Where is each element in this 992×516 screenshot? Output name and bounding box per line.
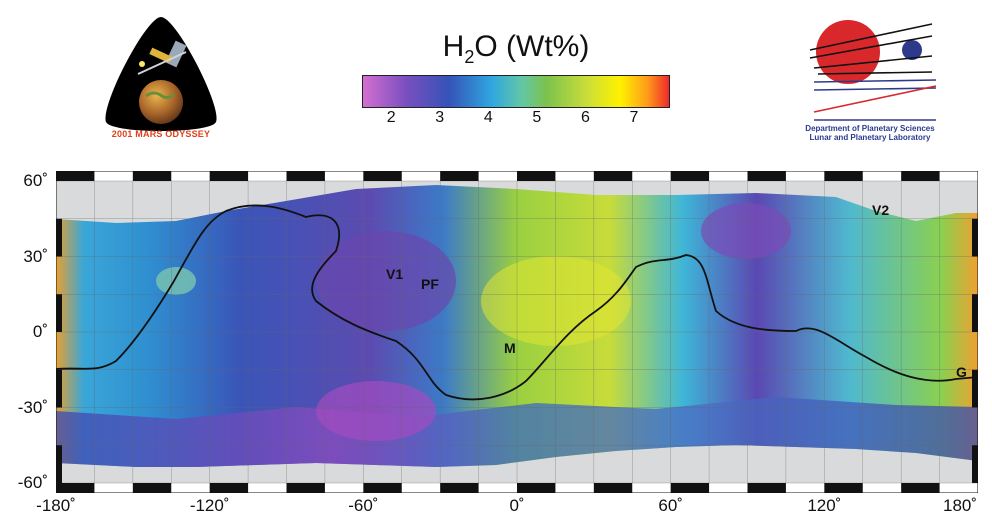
frame-tick-block [670,171,710,181]
frame-tick-block [670,483,710,493]
latitude-label: 30˚ [23,246,48,266]
frame-tick-block [972,445,978,483]
mars-odyssey-logo [105,17,217,131]
site-label-g: G [956,364,967,380]
frame-tick-block [56,445,62,483]
mars-water-map: V1 PF M V2 G [56,171,978,493]
site-label-v1: V1 [386,266,403,282]
colorbar-tick-7: 7 [629,109,639,126]
frame-tick-block [517,171,556,181]
colorbar [362,75,670,108]
longitude-label: -180˚ [36,496,76,515]
frame-tick-block [56,294,62,332]
frame-tick-block [901,171,940,181]
frame-tick-block [593,483,633,493]
frame-tick-block [363,483,402,493]
frame-tick-block [286,171,325,181]
frame-tick-block [517,483,556,493]
latitude-label: 0˚ [32,322,48,341]
legend-title-base: H [442,30,465,63]
odyssey-caption: 2001 MARS ODYSSEY [111,129,211,139]
frame-tick-block [440,171,479,181]
colorbar-tick-3: 3 [435,109,445,126]
frame-tick-block [972,218,978,257]
department-logo [809,20,937,121]
frame-tick-block [972,369,978,408]
site-label-pf: PF [421,276,439,292]
colorbar-tick-6: 6 [580,109,590,126]
frame-tick-block [209,171,249,181]
frame-tick-block [132,483,172,493]
longitude-label: 0˚ [509,496,525,515]
legend-title: H2O (Wt%) [362,30,670,68]
frame-tick-block [286,483,325,493]
legend-title-rest: O (Wt%) [474,30,590,63]
longitude-label: -60˚ [348,496,379,515]
laboratory-name: Lunar and Planetary Laboratory [809,133,931,142]
frame-tick-block [593,171,633,181]
frame-tick-block [209,483,249,493]
colorbar-tick-4: 4 [483,109,493,126]
frame-tick-block [363,171,402,181]
frame-tick-block [56,483,95,493]
longitude-label: 120˚ [807,496,842,515]
longitude-label: 180˚ [942,496,978,515]
latitude-label: -30˚ [17,397,48,417]
frame-tick-block [824,171,863,181]
longitude-label: -120˚ [189,496,230,515]
latitude-label: 60˚ [23,171,48,190]
colorbar-tick-5: 5 [532,109,542,126]
longitude-label: 60˚ [658,496,683,515]
legend-title-sub: 2 [464,47,475,67]
frame-tick-block [56,369,62,408]
frame-tick-block [56,218,62,257]
frame-tick-block [132,171,172,181]
frame-tick-block [747,171,786,181]
latitude-label: -60˚ [17,473,48,492]
frame-tick-block [824,483,863,493]
frame-tick-block [901,483,940,493]
site-label-v2: V2 [872,202,889,218]
site-label-m: M [504,340,516,356]
frame-tick-block [972,294,978,332]
department-name: Department of Planetary Sciences [805,124,935,133]
frame-tick-block [56,171,95,181]
colorbar-tick-2: 2 [386,109,396,126]
frame-tick-block [440,483,479,493]
frame-tick-block [747,483,786,493]
